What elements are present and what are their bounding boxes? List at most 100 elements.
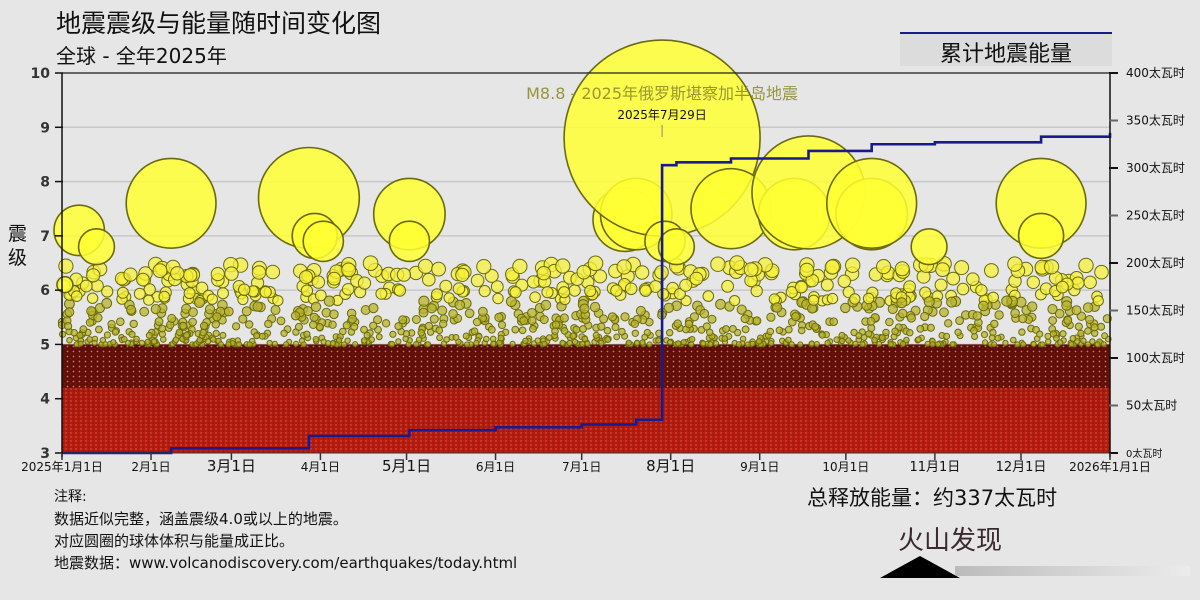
quake-circle bbox=[666, 329, 674, 337]
quake-circle bbox=[845, 337, 852, 344]
quake-circle bbox=[101, 285, 114, 298]
quake-circle bbox=[86, 306, 97, 317]
quake-circle bbox=[526, 275, 541, 289]
quake-circle bbox=[625, 339, 632, 346]
y-left-tick-label: 5 bbox=[40, 337, 50, 353]
quake-circle bbox=[512, 258, 528, 274]
quake-circle bbox=[849, 293, 861, 305]
quake-circle bbox=[455, 267, 470, 282]
quake-circle bbox=[464, 341, 470, 348]
small-quake-dots-dark bbox=[62, 344, 1110, 388]
quake-circle bbox=[1068, 341, 1075, 348]
quake-circle bbox=[775, 326, 784, 335]
quake-circle bbox=[1071, 305, 1082, 316]
quake-circle bbox=[592, 331, 600, 339]
quake-circle bbox=[604, 336, 612, 344]
quake-circle bbox=[328, 320, 337, 329]
quake-circle bbox=[439, 319, 448, 328]
quake-circle bbox=[448, 309, 458, 319]
quake-circle bbox=[150, 304, 161, 315]
quake-circle bbox=[431, 288, 443, 301]
quake-circle bbox=[946, 296, 958, 308]
quake-circle bbox=[311, 275, 326, 289]
quake-circle bbox=[224, 266, 239, 281]
mainshock-date: 2025年7月29日 bbox=[617, 108, 706, 122]
x-tick-label: 3月1日 bbox=[207, 457, 256, 475]
quake-circle bbox=[891, 327, 899, 336]
quake-circle bbox=[1014, 341, 1021, 348]
quake-circle bbox=[490, 280, 504, 294]
quake-circle bbox=[424, 321, 433, 331]
quake-circle bbox=[744, 341, 751, 348]
quake-circle bbox=[435, 326, 444, 335]
quake-circle bbox=[935, 341, 941, 348]
quake-circle bbox=[729, 325, 737, 333]
quake-circle bbox=[673, 319, 682, 328]
notes-heading: 注释: bbox=[54, 489, 87, 505]
quake-circle bbox=[1057, 339, 1064, 346]
y-right-tick-label: 200太瓦时 bbox=[1126, 255, 1185, 270]
quake-circle bbox=[1094, 264, 1109, 280]
quake-circle bbox=[572, 338, 579, 345]
quake-circle bbox=[838, 337, 846, 345]
quake-circle bbox=[417, 329, 425, 337]
quake-circle bbox=[1045, 338, 1052, 345]
large-quake-bubble bbox=[302, 220, 345, 263]
quake-circle bbox=[558, 286, 571, 299]
y-right-tick-label: 400太瓦时 bbox=[1126, 65, 1185, 80]
quake-circle bbox=[375, 333, 383, 341]
quake-circle bbox=[116, 317, 125, 327]
quake-circle bbox=[1010, 336, 1017, 344]
quake-circle bbox=[272, 295, 284, 307]
x-tick-label: 2026年1月1日 bbox=[1069, 460, 1151, 474]
quake-circle bbox=[483, 335, 490, 343]
quake-circle bbox=[373, 315, 383, 325]
quake-circle bbox=[569, 332, 577, 340]
quake-circle bbox=[246, 341, 253, 348]
quake-circle bbox=[66, 336, 73, 344]
quake-circle bbox=[791, 312, 801, 322]
quake-circle bbox=[280, 329, 288, 337]
quake-circle bbox=[70, 329, 78, 337]
quake-circle bbox=[238, 314, 248, 324]
quake-circle bbox=[425, 341, 432, 348]
quake-circle bbox=[487, 325, 496, 334]
quake-circle bbox=[946, 271, 961, 286]
quake-circle bbox=[743, 262, 759, 278]
quake-circle bbox=[1047, 304, 1058, 315]
quake-circle bbox=[1053, 334, 1060, 342]
quake-circle bbox=[598, 339, 605, 346]
quake-circle bbox=[1090, 323, 1099, 332]
quake-circle bbox=[721, 335, 729, 342]
large-quake-bubble bbox=[125, 157, 217, 249]
small-quake-dots-red bbox=[62, 387, 1110, 453]
quake-circle bbox=[611, 323, 620, 332]
quake-circle bbox=[956, 282, 970, 296]
quake-circle bbox=[630, 319, 639, 328]
quake-circle bbox=[750, 284, 763, 298]
quake-circle bbox=[429, 314, 439, 324]
y-right-tick-label: 300太瓦时 bbox=[1126, 160, 1185, 175]
quake-circle bbox=[519, 316, 529, 326]
quake-circle bbox=[840, 302, 851, 314]
y-left-tick-label: 3 bbox=[40, 446, 50, 462]
note-line-data-source: 地震数据：www.volcanodiscovery.com/earthquake… bbox=[54, 554, 518, 572]
y-left-tick-label: 9 bbox=[40, 120, 50, 136]
quake-circle bbox=[540, 299, 552, 311]
quake-circle bbox=[411, 315, 421, 324]
quake-circle bbox=[876, 259, 892, 275]
quake-circle bbox=[1083, 275, 1097, 289]
quake-circle bbox=[541, 340, 548, 347]
quake-circle bbox=[829, 317, 839, 327]
quake-circle bbox=[646, 341, 653, 348]
quake-circle bbox=[603, 326, 612, 335]
y-left-tick-label: 7 bbox=[40, 229, 50, 245]
quake-circle bbox=[688, 336, 696, 343]
quake-circle bbox=[797, 341, 804, 348]
watermark-fade bbox=[955, 566, 1190, 576]
quake-circle bbox=[344, 337, 351, 344]
quake-circle bbox=[1048, 316, 1057, 325]
quake-circle bbox=[795, 280, 808, 294]
quake-circle bbox=[145, 331, 153, 339]
quake-circle bbox=[566, 339, 573, 347]
